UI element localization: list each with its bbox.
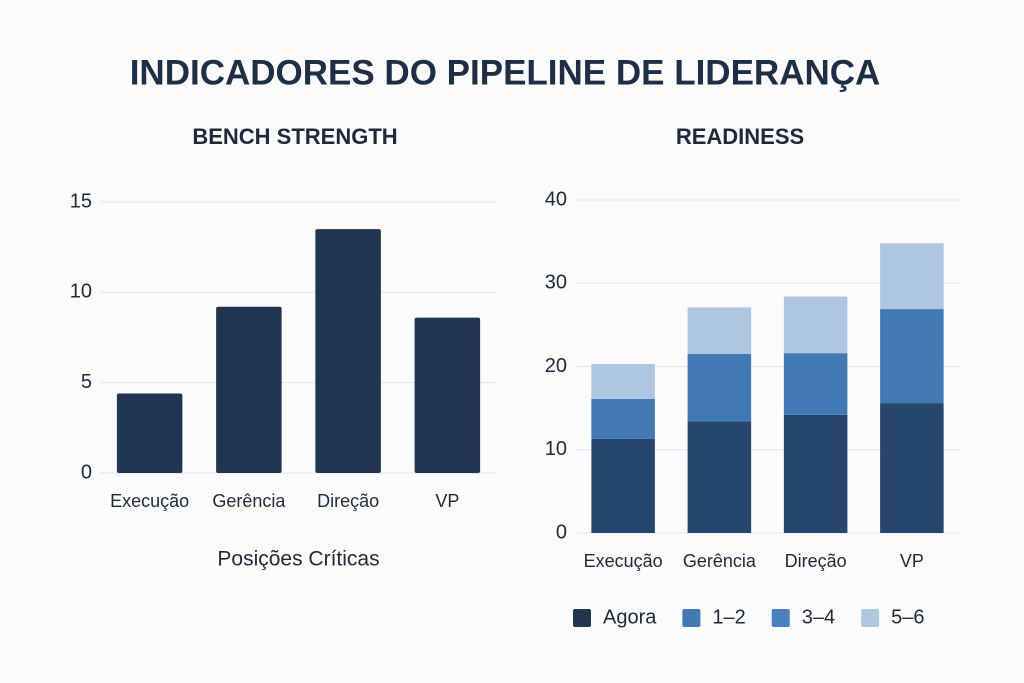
x-tick-label: VP [435,491,459,511]
y-tick-label: 30 [545,272,567,294]
bar-segment [783,296,848,354]
legend-swatch [682,609,701,627]
bar [116,393,183,473]
chart-title: BENCH STRENGTH [192,124,397,149]
bar-segment [591,398,655,439]
legend-label: Agora [603,606,657,628]
x-tick-label: Execução [110,491,189,511]
legend-label: 5–6 [891,606,924,628]
main-title: INDICADORES DO PIPELINE DE LIDERANÇA [130,53,881,92]
legend-swatch [573,609,591,627]
x-tick-label: Gerência [683,551,757,571]
y-tick-label: 10 [545,438,567,460]
y-tick-label: 20 [545,355,567,377]
x-tick-label: VP [900,551,924,571]
x-axis-label: Posições Críticas [217,548,379,571]
bar-segment [880,243,944,310]
bar-segment [687,421,752,533]
y-tick-label: 15 [70,190,92,212]
bar-segment [783,353,848,415]
bar-segment [880,309,944,404]
legend-swatch [861,609,880,627]
x-tick-label: Direção [317,491,379,511]
bar-segment [591,438,655,533]
bar [216,306,282,473]
bar-segment [687,354,752,422]
x-tick-label: Execução [584,551,663,571]
y-tick-label: 0 [81,461,92,483]
legend-label: 1–2 [712,606,745,628]
y-tick-label: 40 [545,188,567,210]
chart-title: READINESS [676,124,804,149]
x-tick-label: Gerência [212,491,286,511]
legend-swatch [771,609,790,627]
bar-segment [687,307,752,355]
bar-segment [591,364,655,399]
bar-segment [880,403,944,533]
y-tick-label: 0 [556,521,567,543]
bar [414,317,481,473]
y-tick-label: 10 [70,281,92,303]
x-tick-label: Direção [785,551,847,571]
legend-label: 3–4 [802,606,835,628]
bar [315,229,381,473]
bar-segment [783,414,848,533]
y-tick-label: 5 [81,371,92,393]
